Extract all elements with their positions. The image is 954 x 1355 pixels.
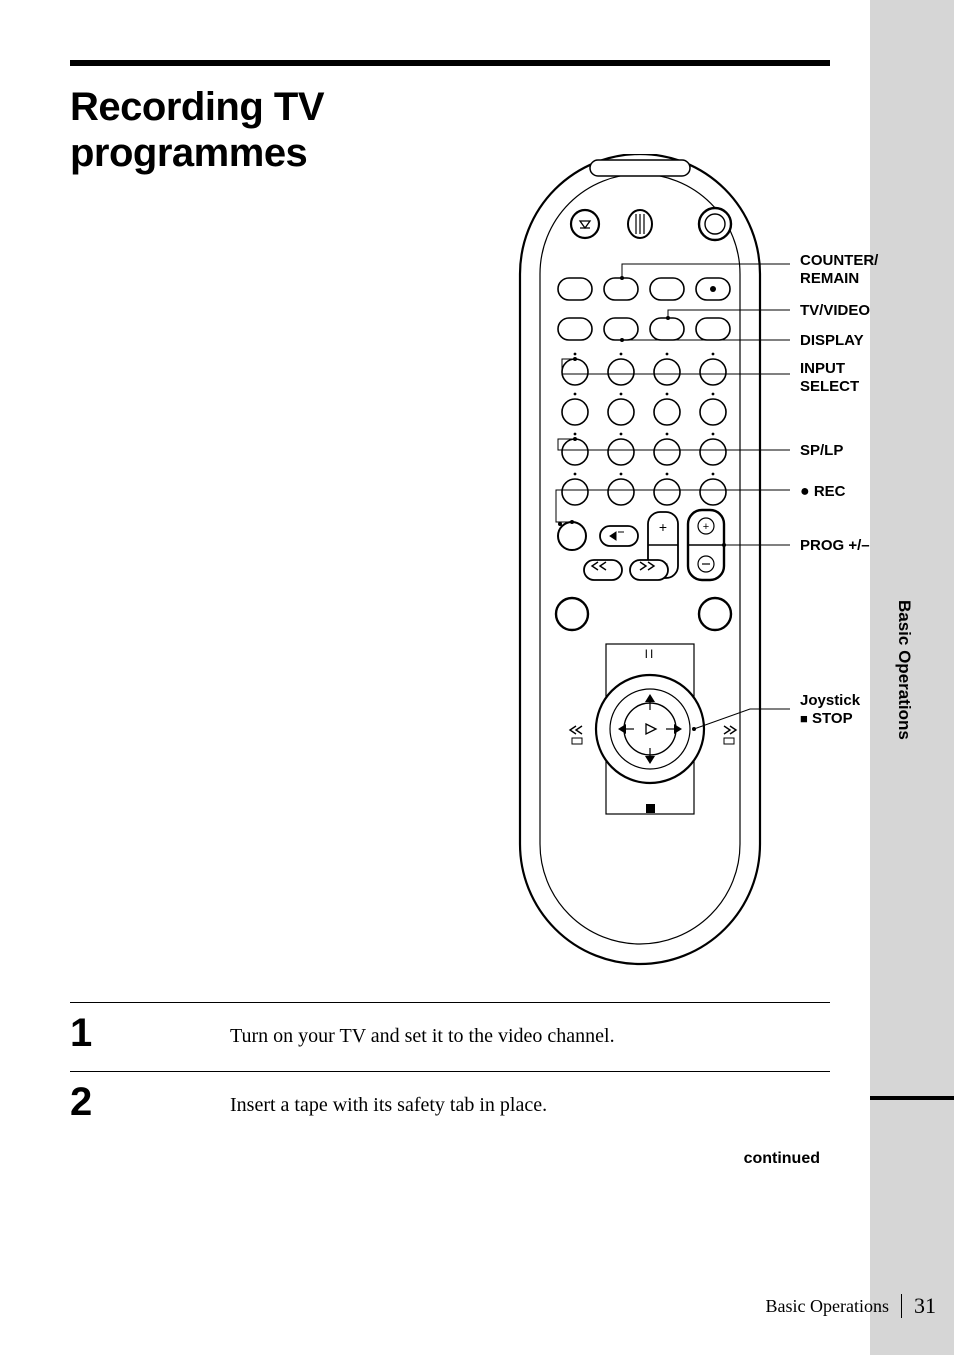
content-area: Recording TV programmes [70, 60, 830, 176]
svg-text:+: + [703, 521, 709, 533]
title-line-2: programmes [70, 131, 307, 175]
step-1: 1 Turn on your TV and set it to the vide… [70, 1003, 830, 1071]
svg-text:+: + [659, 519, 667, 535]
label-display: DISPLAY [800, 332, 864, 350]
step-2-number: 2 [70, 1082, 230, 1122]
remote-svg: + – + II [510, 154, 810, 974]
footer-separator [901, 1294, 902, 1318]
label-prog: PROG +/– [800, 537, 870, 555]
step-2-text: Insert a tape with its safety tab in pla… [230, 1082, 547, 1117]
label-sp-lp: SP/LP [800, 442, 843, 460]
remote-diagram: + – + II [510, 154, 930, 984]
section-title: Recording TV programmes [70, 84, 420, 176]
label-counter-remain: COUNTER/ REMAIN [800, 252, 878, 288]
section-tab: Basic Operations [894, 600, 914, 740]
steps: 1 Turn on your TV and set it to the vide… [70, 1002, 830, 1168]
step-2: 2 Insert a tape with its safety tab in p… [70, 1072, 830, 1140]
label-joystick: Joystick [800, 692, 860, 710]
top-rule [70, 60, 830, 66]
footer-page-number: 31 [914, 1293, 954, 1319]
label-input-select: INPUT SELECT [800, 360, 859, 396]
continued-label: continued [70, 1150, 830, 1168]
page: Recording TV programmes [0, 0, 870, 1355]
footer-section: Basic Operations [766, 1296, 901, 1317]
label-rec: ● REC [800, 482, 846, 501]
label-stop: ■ STOP [800, 710, 853, 728]
label-tv-video: TV/VIDEO [800, 302, 870, 320]
step-1-number: 1 [70, 1013, 230, 1053]
step-1-text: Turn on your TV and set it to the video … [230, 1013, 615, 1048]
edge-tab-mark [870, 1096, 954, 1100]
page-footer: Basic Operations 31 [714, 1291, 954, 1321]
title-line-1: Recording TV [70, 85, 324, 129]
svg-text:II: II [645, 647, 656, 661]
